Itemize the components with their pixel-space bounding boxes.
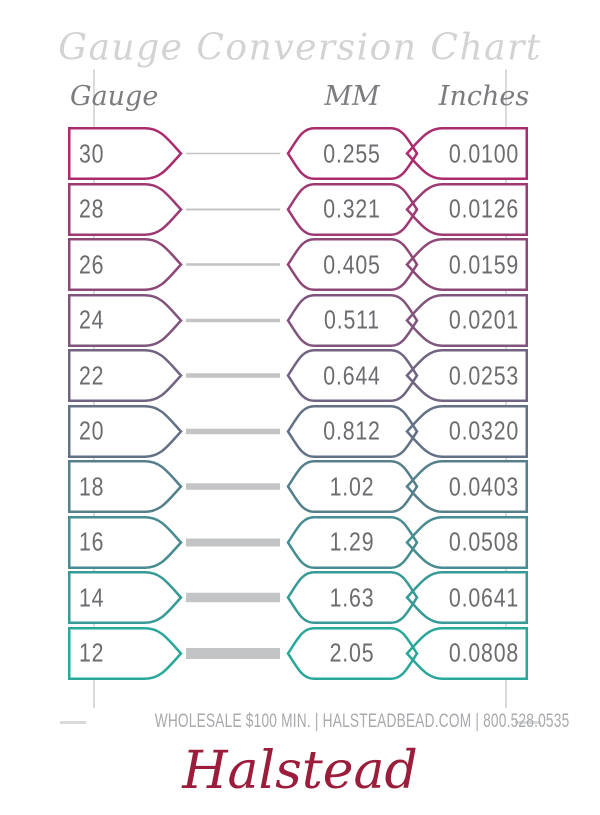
row-outline-shape <box>68 571 528 624</box>
row-outline-shape <box>68 515 528 569</box>
column-header-inches: Inches <box>438 81 530 112</box>
row-outline <box>68 182 528 236</box>
inches-value: 0.0126 <box>448 193 520 224</box>
gauge-value: 24 <box>79 304 105 335</box>
gauge-row: 28 0.321 0.0126 <box>68 182 528 236</box>
inches-value: 0.0508 <box>448 526 520 557</box>
row-outline-shape <box>68 460 528 513</box>
gauge-row: 30 0.255 0.0100 <box>68 127 528 180</box>
inches-value: 0.0201 <box>448 304 520 335</box>
row-outline-shape <box>68 238 528 291</box>
column-header-mm: MM <box>324 81 380 112</box>
inches-value: 0.0641 <box>448 582 520 612</box>
row-outline-shape <box>68 626 528 680</box>
row-outline-shape <box>68 349 528 402</box>
mm-value: 0.812 <box>323 415 381 446</box>
row-outline <box>68 404 528 458</box>
mm-value: 0.255 <box>323 138 381 168</box>
row-outline <box>68 460 528 513</box>
footer-right-dash <box>514 720 541 724</box>
mm-value: 0.644 <box>323 360 381 390</box>
row-outline <box>68 127 528 180</box>
inches-value: 0.0159 <box>448 249 520 279</box>
chart-title: Gauge Conversion Chart <box>40 26 560 70</box>
row-outline-shape <box>68 404 528 458</box>
footer-bar: WHOLESALE $100 MIN. | HALSTEADBEAD.COM |… <box>0 708 600 736</box>
mm-value: 0.405 <box>323 249 381 279</box>
column-header-gauge: Gauge <box>70 81 159 112</box>
gauge-row: 26 0.405 0.0159 <box>68 238 528 291</box>
gauge-row: 22 0.644 0.0253 <box>68 349 528 402</box>
mm-value: 2.05 <box>329 637 375 668</box>
mm-value: 1.02 <box>329 471 375 501</box>
gauge-row: 12 2.05 0.0808 <box>68 626 528 680</box>
gauge-value: 18 <box>79 471 105 501</box>
inches-value: 0.0403 <box>448 471 520 501</box>
row-outline-shape <box>68 182 528 236</box>
chart-title-wrap: Gauge Conversion Chart <box>0 26 600 70</box>
row-outline-shape <box>68 293 528 347</box>
mm-value: 1.29 <box>329 526 375 557</box>
footer-left-dash <box>59 720 86 724</box>
gauge-row: 16 1.29 0.0508 <box>68 515 528 569</box>
gauge-value: 20 <box>79 415 105 446</box>
gauge-row: 18 1.02 0.0403 <box>68 460 528 513</box>
mm-value: 0.511 <box>324 304 380 335</box>
inches-value: 0.0100 <box>448 138 520 168</box>
row-outline <box>68 626 528 680</box>
gauge-value: 22 <box>79 360 105 390</box>
gauge-value: 16 <box>79 526 105 557</box>
gauge-value: 26 <box>79 249 105 279</box>
row-outline <box>68 349 528 402</box>
row-outline <box>68 293 528 347</box>
footer-contact-info: WHOLESALE $100 MIN. | HALSTEADBEAD.COM |… <box>154 711 569 732</box>
column-headers: Gauge MM Inches <box>68 76 530 120</box>
row-outline-shape <box>68 127 528 180</box>
inches-value: 0.0320 <box>448 415 520 446</box>
gauge-value: 14 <box>79 582 105 612</box>
gauge-value: 30 <box>79 138 105 168</box>
inches-value: 0.0808 <box>448 637 520 668</box>
inches-value: 0.0253 <box>448 360 520 390</box>
halstead-logo: Halstead <box>182 741 418 801</box>
gauge-value: 12 <box>79 637 105 668</box>
row-outline <box>68 238 528 291</box>
gauge-value: 28 <box>79 193 105 224</box>
gauge-row: 14 1.63 0.0641 <box>68 571 528 624</box>
mm-value: 1.63 <box>329 582 375 612</box>
gauge-row: 20 0.812 0.0320 <box>68 404 528 458</box>
row-outline <box>68 571 528 624</box>
row-outline <box>68 515 528 569</box>
mm-value: 0.321 <box>323 193 381 224</box>
conversion-rows: 30 0.255 0.0100 28 0.321 0.0126 26 0.405… <box>68 127 528 682</box>
gauge-row: 24 0.511 0.0201 <box>68 293 528 347</box>
